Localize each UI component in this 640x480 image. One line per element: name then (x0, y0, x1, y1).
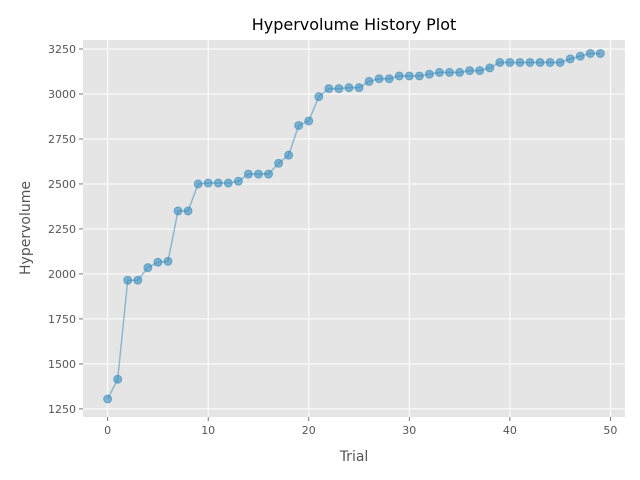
data-point (354, 83, 364, 93)
data-point (505, 57, 515, 67)
data-point (525, 57, 535, 67)
x-tick-label: 30 (402, 424, 416, 437)
data-point (535, 57, 545, 67)
y-tick-label: 3000 (48, 88, 76, 101)
data-point (183, 206, 193, 216)
data-point (123, 275, 133, 285)
data-point (243, 169, 253, 179)
data-point (424, 69, 434, 79)
data-point (284, 150, 294, 160)
y-tick-label: 1500 (48, 358, 76, 371)
y-tick-label: 1750 (48, 313, 76, 326)
data-point (595, 48, 605, 58)
x-tick-label: 20 (302, 424, 316, 437)
data-point (203, 178, 213, 188)
data-point (485, 63, 495, 73)
data-point (133, 275, 143, 285)
data-point (384, 74, 394, 84)
data-point (585, 48, 595, 58)
y-tick-label: 1250 (48, 403, 76, 416)
data-point (223, 178, 233, 188)
x-axis-label: Trial (339, 449, 369, 465)
data-point (173, 206, 183, 216)
data-point (455, 67, 465, 77)
data-point (475, 66, 485, 76)
y-tick-label: 2000 (48, 268, 76, 281)
x-tick-label: 50 (603, 424, 617, 437)
data-point (465, 66, 475, 76)
x-tick-label: 40 (503, 424, 517, 437)
y-tick-label: 2500 (48, 178, 76, 191)
data-point (434, 67, 444, 77)
data-point (404, 71, 414, 81)
data-point (233, 176, 243, 186)
data-point (103, 394, 113, 404)
data-point (334, 84, 344, 94)
data-point (495, 57, 505, 67)
data-point (344, 83, 354, 93)
x-tick-label: 0 (104, 424, 111, 437)
data-point (364, 76, 374, 86)
data-point (394, 71, 404, 81)
chart-title: Hypervolume History Plot (252, 15, 457, 34)
x-tick-label: 10 (201, 424, 215, 437)
data-point (163, 256, 173, 266)
data-point (253, 169, 263, 179)
y-tick-label: 3250 (48, 43, 76, 56)
data-point (414, 71, 424, 81)
data-point (153, 257, 163, 267)
data-point (304, 116, 314, 126)
y-tick-label: 2750 (48, 133, 76, 146)
series-layer (103, 48, 605, 404)
data-point (314, 92, 324, 102)
data-point (445, 67, 455, 77)
data-point (143, 263, 153, 273)
data-point (575, 51, 585, 61)
data-point (555, 57, 565, 67)
axis-ticks: 0 10 20 30 40 50 1250 1500 1750 2000 2250 2500 2750 3… (48, 43, 617, 437)
y-tick-label: 2250 (48, 223, 76, 236)
y-axis-label: Hypervolume (18, 181, 34, 275)
data-point (274, 158, 284, 168)
data-point (374, 74, 384, 84)
data-point (515, 57, 525, 67)
data-point (113, 374, 123, 384)
grid-lines (83, 40, 625, 417)
data-point (324, 84, 334, 94)
data-point (264, 169, 274, 179)
data-point (193, 179, 203, 189)
data-point (545, 57, 555, 67)
data-point (294, 120, 304, 130)
data-point (565, 54, 575, 64)
data-point (213, 178, 223, 188)
